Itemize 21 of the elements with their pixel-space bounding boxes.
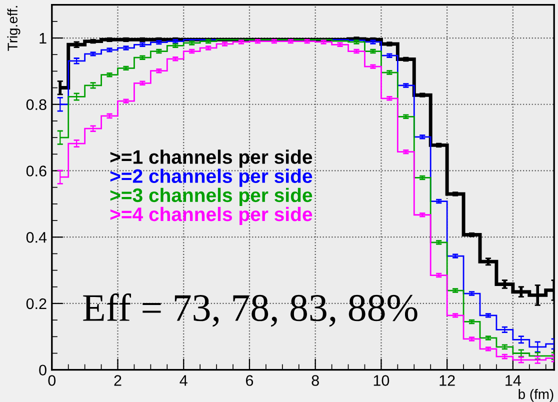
- y-tick-label: 0.6: [26, 166, 46, 176]
- y-tick-label: 0.2: [26, 298, 46, 310]
- text: >=2 channels per side: [110, 168, 312, 187]
- x-tick-label: 12: [440, 375, 455, 386]
- x-tick-label: 6: [246, 375, 254, 386]
- x-tick-label: 8: [312, 375, 319, 386]
- x-tick-label: 4: [180, 375, 188, 386]
- text: >=4 channels per side: [110, 206, 312, 226]
- x-tick-label: 0: [48, 375, 56, 386]
- text: >=1 channels per side: [110, 150, 312, 168]
- y-tick-label: 0: [39, 364, 46, 376]
- x-tick-label: 2: [114, 375, 122, 386]
- x-tick-label: 14: [506, 375, 521, 386]
- annotation: Eff = 73, 78, 83, 88%: [83, 293, 418, 327]
- x-axis-title: b (fm): [518, 388, 554, 402]
- text: >=3 channels per side: [110, 188, 312, 206]
- y-tick-label: 0.4: [26, 232, 47, 243]
- y-tick-label: 1: [40, 33, 46, 44]
- y-tick-label: 0.8: [26, 99, 46, 110]
- y-axis-title: Trig.eff.: [7, 6, 20, 51]
- x-tick-label: 10: [374, 375, 390, 386]
